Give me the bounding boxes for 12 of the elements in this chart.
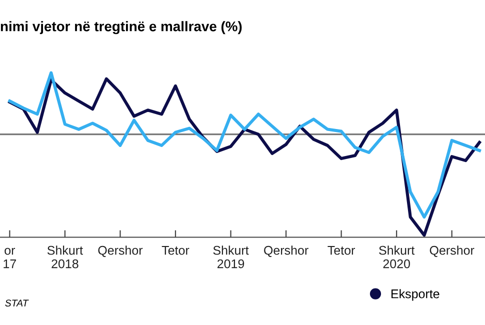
text: STAT (5, 300, 29, 306)
x-tick-label: or 17 (4, 248, 16, 268)
x-tick-label: Qershor (264, 246, 308, 258)
x-tick-label: Shkurt 2018 (47, 246, 83, 268)
x-tick-label: Qershor (430, 246, 474, 258)
x-tick-label: Shkurt 2019 (213, 246, 249, 268)
x-tick-label: Shkurt 2020 (379, 246, 415, 268)
legend-label: Eksporte (392, 289, 440, 301)
x-tick-label: Tetor (328, 246, 355, 255)
chart-title: nimi vjetor në tregtinë e mallrave (%) (0, 21, 242, 34)
x-tick-label: Tetor (162, 246, 190, 255)
x-tick-label: Qershor (98, 246, 143, 258)
